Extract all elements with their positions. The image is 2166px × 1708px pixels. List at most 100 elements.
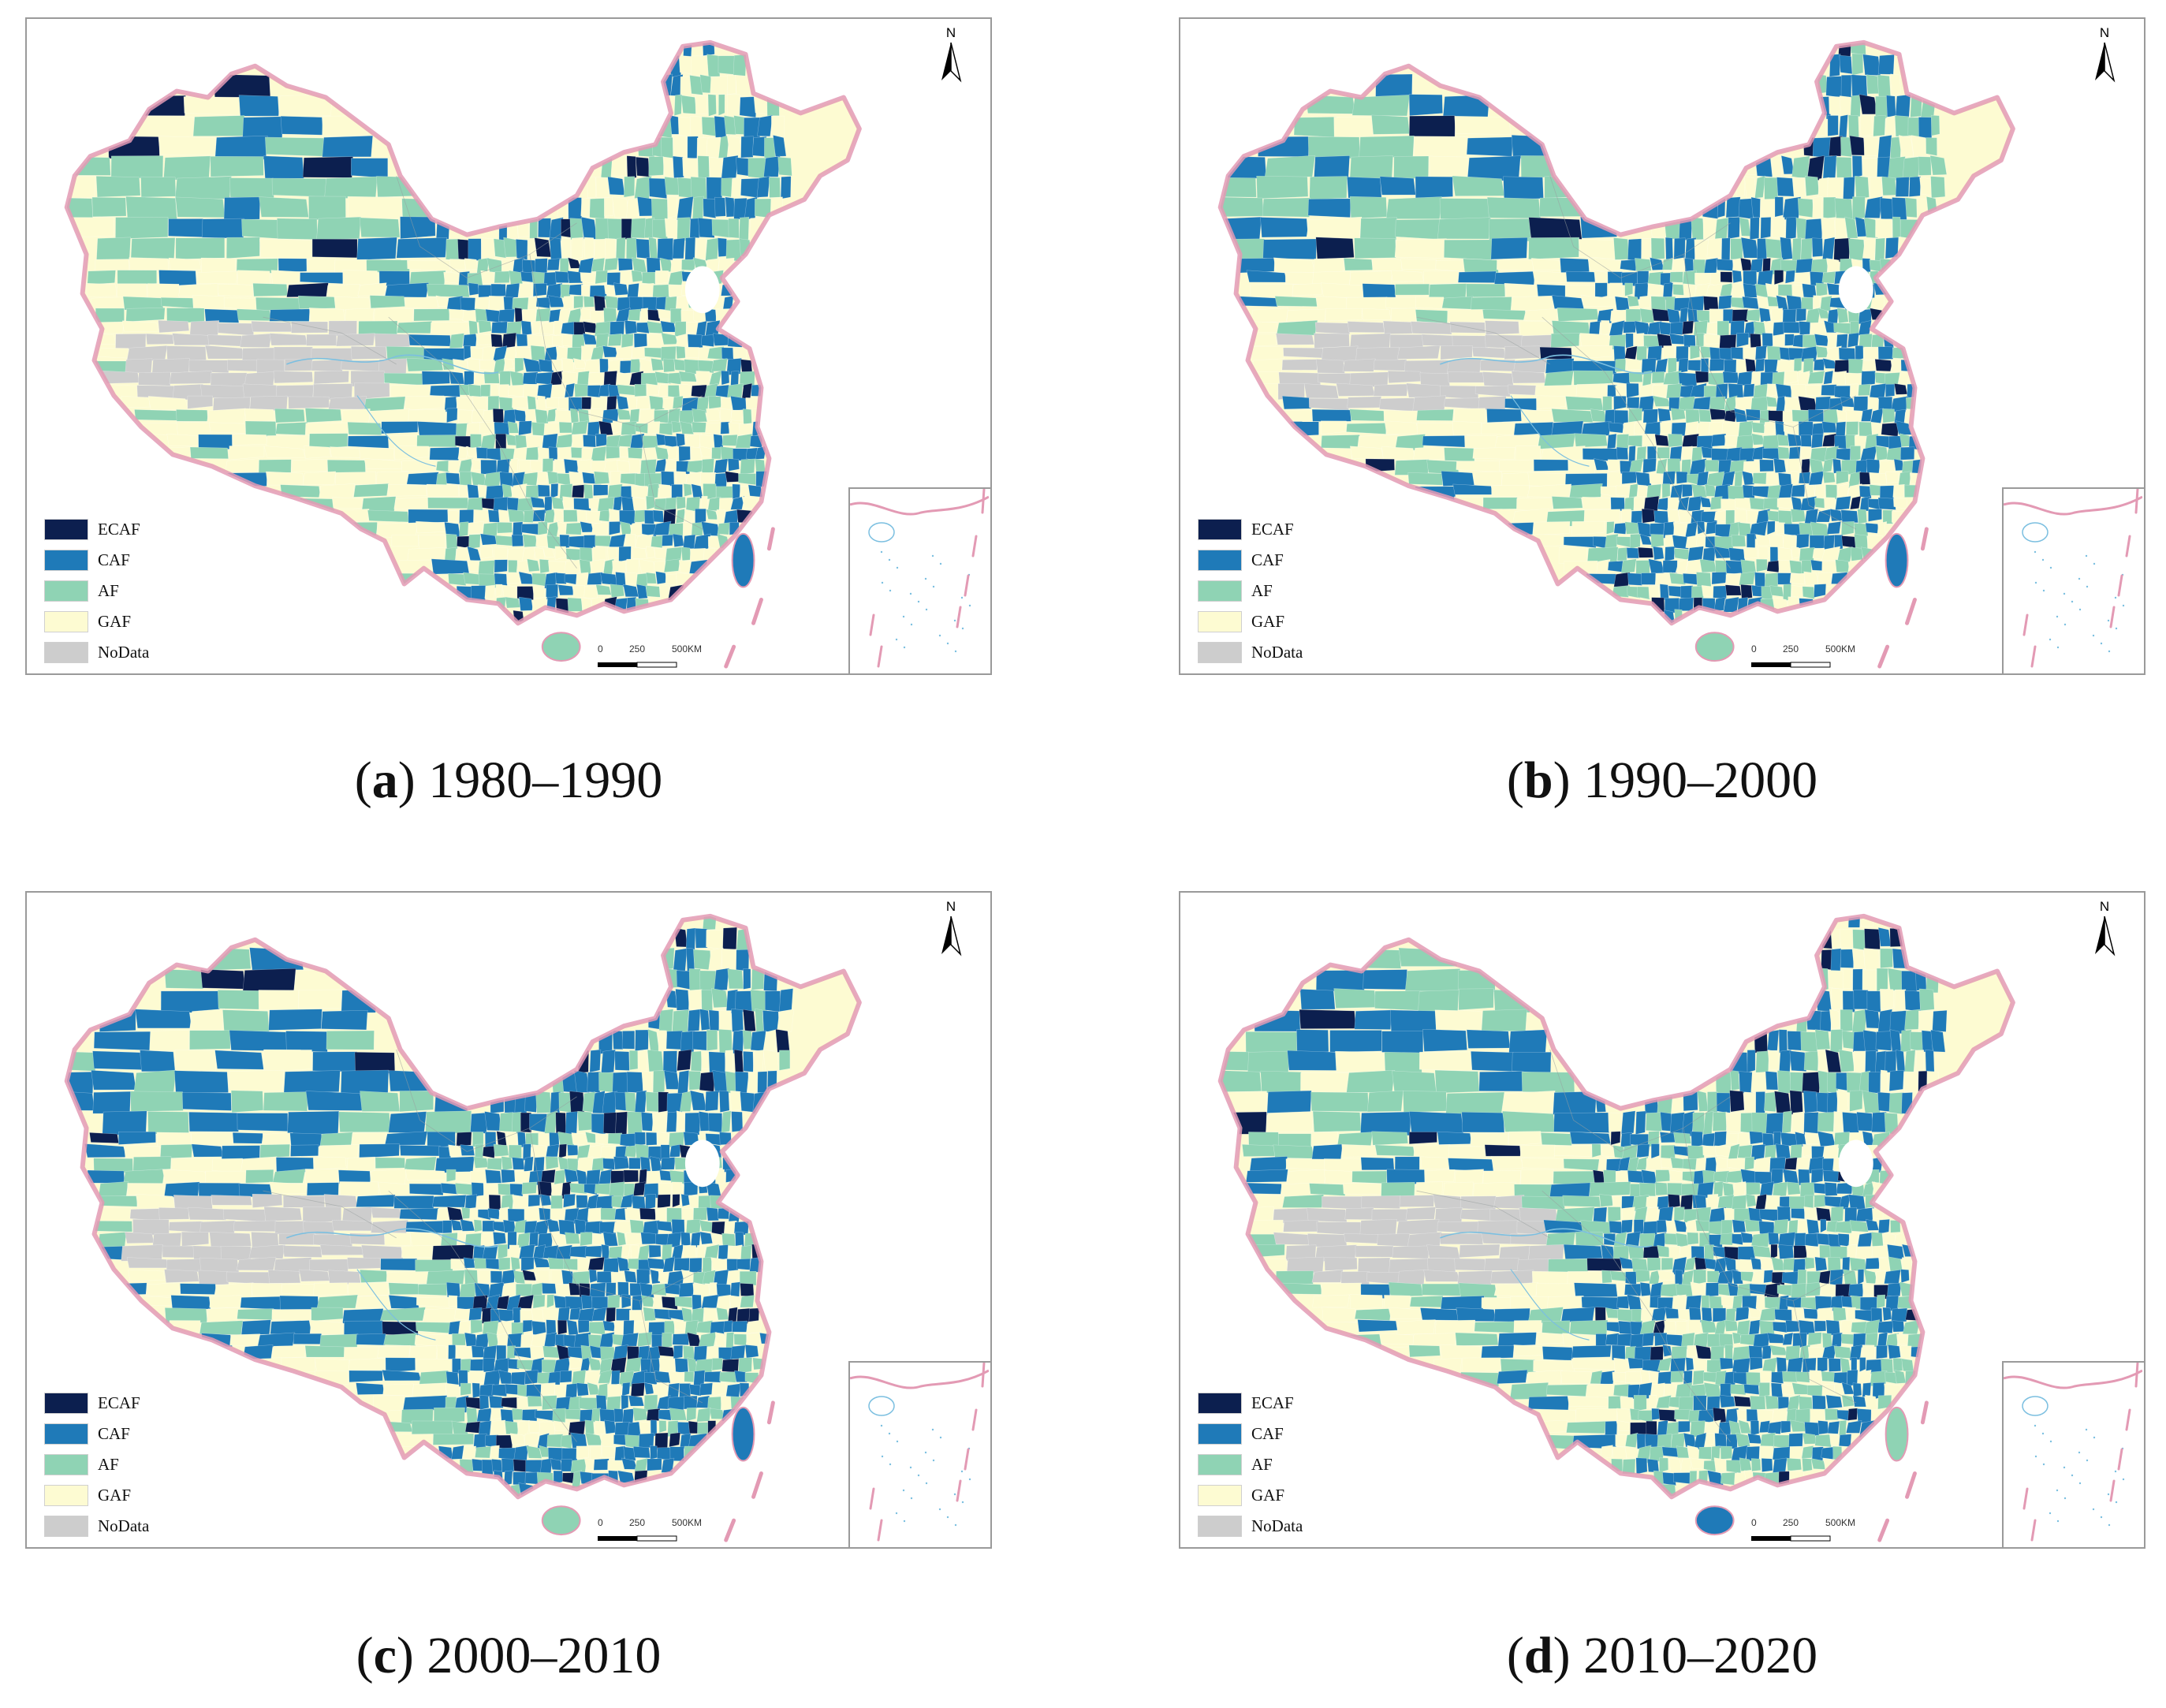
caption-period: 1990–2000 [1583,751,1818,809]
legend-swatch [44,642,88,663]
legend-swatch [1198,642,1242,663]
legend-item-gaf: GAF [44,1480,149,1511]
legend-item-nodata: NoData [44,637,149,668]
taiwan-island [1885,532,1909,588]
legend-item-af: AF [44,1449,149,1480]
scale-tick-label: 0 [1751,1517,1757,1528]
hainan-island [541,632,581,662]
caption-letter: d [1523,1627,1553,1684]
north-label: N [945,25,956,40]
scale-tick-label: 500KM [1825,643,1856,654]
country-border [64,913,862,1500]
south-china-sea-inset [2002,487,2144,673]
legend-label: ECAF [98,520,140,539]
scale-tick-label: 0 [598,643,603,654]
country-border [1217,39,2015,626]
map-frame: N ECAF CAF AF GAF NoData 0 250 500KM [1179,891,2145,1549]
legend-label: AF [98,581,119,600]
hainan-island [541,1505,581,1536]
hainan-island [1694,632,1735,662]
county-cells [1220,42,2013,624]
scale-bar [1751,1535,1831,1542]
caption-period: 2000–2010 [427,1627,662,1684]
legend-swatch [1198,1393,1242,1414]
caption-a: (a) 1980–1990 [354,751,663,809]
legend-swatch [44,1393,88,1414]
scale-tick-label: 500KM [672,1517,703,1528]
south-china-sea-inset [848,487,990,673]
legend-label: NoData [1251,643,1303,662]
taiwan-island [731,532,755,588]
hainan-island [1694,1505,1735,1536]
map-legend: ECAF CAF AF GAF NoData [44,1388,149,1542]
north-arrow: N [935,25,967,88]
choropleth-map [1217,913,2015,1542]
county-cells [1220,916,2013,1497]
caption-letter: b [1523,751,1553,809]
north-arrow-icon [2095,916,2116,957]
legend-swatch [44,1454,88,1475]
legend-swatch [44,1485,88,1506]
legend-item-af: AF [1198,1449,1303,1480]
choropleth-map [1217,39,2015,669]
scale-tick-label: 500KM [672,643,703,654]
map-frame: N ECAF CAF AF GAF NoData 0 250 500KM [25,17,992,675]
north-label: N [2099,899,2110,914]
legend-item-caf: CAF [1198,1419,1303,1449]
legend-swatch [44,580,88,602]
legend-label: NoData [98,1516,150,1535]
scale-tick-label: 0 [598,1517,603,1528]
legend-label: AF [98,1455,119,1474]
legend-label: CAF [98,1424,130,1443]
legend-item-gaf: GAF [44,606,149,637]
legend-swatch [1198,1516,1242,1537]
scale-tick-label: 250 [629,1517,646,1528]
scale-tick-label: 0 [1751,643,1757,654]
legend-label: CAF [98,550,130,569]
legend-label: AF [1251,1455,1273,1474]
legend-label: CAF [1251,550,1284,569]
north-arrow-icon [941,916,962,957]
scale-tick-label: 250 [1783,643,1799,654]
map-legend: ECAF CAF AF GAF NoData [1198,1388,1303,1542]
legend-item-af: AF [1198,576,1303,606]
legend-item-ecaf: ECAF [44,514,149,545]
caption-letter: c [373,1627,397,1684]
map-legend: ECAF CAF AF GAF NoData [1198,514,1303,668]
north-arrow: N [2089,899,2120,962]
north-arrow-icon [941,42,962,83]
legend-label: NoData [98,643,150,662]
caption-period: 1980–1990 [428,751,663,809]
legend-item-nodata: NoData [1198,1511,1303,1542]
legend-item-caf: CAF [44,1419,149,1449]
legend-swatch [1198,1485,1242,1506]
north-label: N [2099,25,2110,40]
legend-label: GAF [98,612,132,631]
taiwan-island [731,1406,755,1462]
legend-item-ecaf: ECAF [1198,514,1303,545]
legend-label: NoData [1251,1516,1303,1535]
legend-item-nodata: NoData [44,1511,149,1542]
legend-swatch [1198,550,1242,571]
legend-swatch [1198,1423,1242,1445]
choropleth-map [64,913,862,1542]
legend-label: ECAF [1251,520,1294,539]
scale-tick-label: 500KM [1825,1517,1856,1528]
legend-swatch [44,611,88,632]
scale-tick-label: 250 [1783,1517,1799,1528]
legend-label: GAF [1251,1486,1285,1505]
caption-letter: a [371,751,398,809]
scale-tick-label: 250 [629,643,646,654]
scale-bar [598,662,677,668]
caption-c: (c) 2000–2010 [356,1627,662,1684]
legend-label: GAF [98,1486,132,1505]
caption-b: (b) 1990–2000 [1506,751,1818,809]
legend-label: ECAF [98,1393,140,1412]
south-china-sea-inset [848,1361,990,1547]
map-legend: ECAF CAF AF GAF NoData [44,514,149,668]
map-frame: N ECAF CAF AF GAF NoData 0 250 500KM [1179,17,2145,675]
legend-swatch [44,1423,88,1445]
legend-item-nodata: NoData [1198,637,1303,668]
legend-swatch [1198,580,1242,602]
choropleth-map [64,39,862,669]
